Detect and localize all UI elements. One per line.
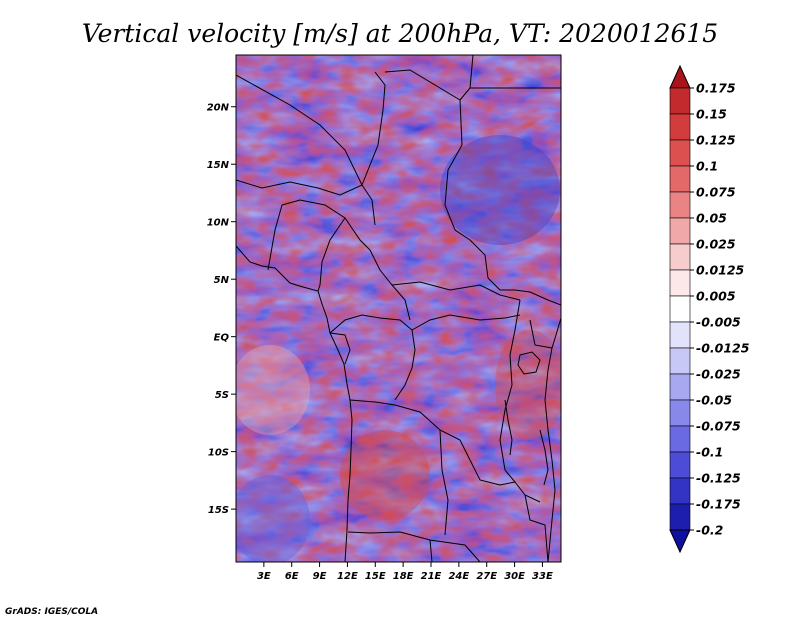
border-nigeria <box>267 199 371 271</box>
map-panel <box>236 55 561 562</box>
colorbar-swatch <box>669 191 691 219</box>
colorbar-label: 0.005 <box>696 289 736 304</box>
colorbar-swatch <box>669 87 691 115</box>
lon-tick-label: 9E <box>313 571 327 582</box>
lon-tick-label: 21E <box>421 571 442 582</box>
colorbar: 0.175 0.15 0.125 0.1 0.075 0.05 0.025 0.0125 0.0… <box>669 64 750 554</box>
border-mozambique <box>524 494 549 562</box>
lake-malawi <box>539 429 549 486</box>
ascent-region-angola <box>340 430 430 520</box>
lon-tick-label: 3E <box>257 571 271 582</box>
colorbar-swatch <box>669 503 691 531</box>
colorbar-label: -0.025 <box>696 367 741 382</box>
latitude-axis: 20N 15N 10N 5N EQ 5S 10S 15S <box>207 103 236 516</box>
lon-tick-label: 6E <box>285 571 299 582</box>
colorbar-label: -0.075 <box>696 419 741 434</box>
colorbar-label: 0.05 <box>696 211 727 226</box>
descent-region-atlantic <box>236 475 310 562</box>
border-nigeria-cameroon <box>317 217 346 292</box>
country-borders <box>236 55 561 562</box>
lon-tick-label: 18E <box>393 571 414 582</box>
border-algeria-mali <box>236 74 363 186</box>
colorbar-label: -0.175 <box>696 497 741 512</box>
lat-tick-label: 10S <box>208 448 229 459</box>
border-zambia <box>469 459 541 503</box>
colorbar-label: -0.0125 <box>696 341 750 356</box>
colorbar-swatch <box>669 113 691 141</box>
colorbar-swatch <box>669 165 691 193</box>
colorbar-swatch <box>669 269 691 297</box>
lon-tick-label: 27E <box>476 571 497 582</box>
colorbar-label: -0.2 <box>696 523 723 538</box>
colorbar-label: -0.125 <box>696 471 741 486</box>
border-angola-namibia <box>347 531 466 546</box>
colorbar-swatch <box>669 347 691 375</box>
velocity-field <box>236 55 561 562</box>
lat-tick-label: 5S <box>215 390 229 401</box>
colorbar-label: 0.15 <box>696 107 727 122</box>
lake-tanganyika <box>504 399 513 456</box>
colorbar-label: 0.1 <box>696 159 718 174</box>
lat-tick-label: EQ <box>214 333 230 344</box>
colorbar-bottom-arrow <box>669 529 691 554</box>
colorbar-swatch <box>669 217 691 245</box>
lon-tick-label: 30E <box>504 571 525 582</box>
colorbar-label: 0.0125 <box>696 263 745 278</box>
border-drc-angola <box>349 399 471 461</box>
border-mali-niger <box>236 179 376 226</box>
longitude-axis: 3E 6E 9E 12E 15E 18E 21E 24E 27E 30E 33E <box>257 562 553 582</box>
colorbar-label: -0.1 <box>696 445 723 460</box>
lon-tick-label: 15E <box>365 571 386 582</box>
border-east-lakes <box>499 299 521 483</box>
colorbar-label: -0.05 <box>696 393 732 408</box>
lat-tick-label: 15N <box>207 160 230 171</box>
border-gabon <box>329 332 351 365</box>
colorbar-swatch <box>669 451 691 479</box>
border-car-south <box>391 281 521 301</box>
colorbar-swatch <box>669 477 691 505</box>
lat-tick-label: 20N <box>207 103 230 114</box>
lat-tick-label: 15S <box>208 505 229 516</box>
colorbar-label: 0.175 <box>696 81 736 96</box>
colorbar-top-arrow <box>669 64 691 89</box>
descent-region-sudan <box>440 135 560 245</box>
lat-tick-label: 5N <box>214 275 230 286</box>
border-car-drc <box>411 314 521 331</box>
coastline-west-africa <box>236 245 353 562</box>
border-angola-zambia <box>439 429 449 536</box>
lat-tick-label: 10N <box>207 218 230 229</box>
border-chad-east <box>384 69 489 279</box>
lon-tick-label: 24E <box>448 571 469 582</box>
colorbar-label: 0.125 <box>696 133 736 148</box>
ascent-region-gulf <box>236 345 310 435</box>
border-uganda-kenya <box>529 319 553 349</box>
colorbar-swatch <box>669 243 691 271</box>
grads-credit: GrADS: IGES/COLA <box>5 607 98 617</box>
border-congo <box>329 314 416 401</box>
colorbar-label: -0.005 <box>696 315 741 330</box>
colorbar-swatch <box>669 139 691 167</box>
colorbar-label: 0.025 <box>696 237 736 252</box>
lon-tick-label: 33E <box>532 571 553 582</box>
colorbar-swatch <box>669 425 691 453</box>
colorbar-swatch <box>669 295 691 323</box>
colorbar-swatch <box>669 373 691 401</box>
lake-victoria <box>517 351 541 375</box>
border-sudan-south <box>487 277 561 306</box>
border-botswana <box>429 539 481 562</box>
figure-title: Vertical velocity [m/s] at 200hPa, VT: 2… <box>82 19 718 48</box>
ascent-region-east-africa <box>495 330 561 440</box>
lon-tick-label: 12E <box>337 571 358 582</box>
map-frame <box>235 54 562 563</box>
colorbar-swatch <box>669 321 691 349</box>
colorbar-label: 0.075 <box>696 185 736 200</box>
border-libya-niger <box>361 71 386 186</box>
coastline-east-africa <box>544 317 561 562</box>
colorbar-swatch <box>669 399 691 427</box>
